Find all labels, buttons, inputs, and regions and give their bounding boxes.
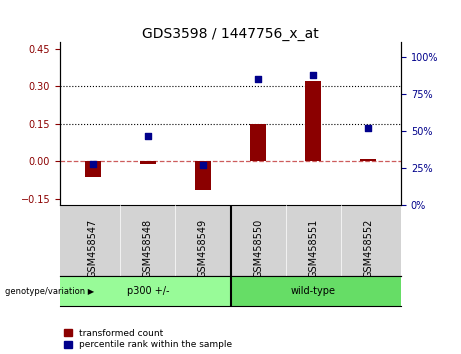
Bar — [230, 276, 401, 306]
Point — [89, 161, 97, 167]
Text: genotype/variation ▶: genotype/variation ▶ — [5, 287, 94, 296]
Point — [254, 77, 262, 82]
Bar — [360, 159, 376, 161]
Legend: transformed count, percentile rank within the sample: transformed count, percentile rank withi… — [65, 329, 232, 349]
Bar — [60, 276, 230, 306]
Text: p300 +/-: p300 +/- — [127, 286, 169, 296]
Bar — [305, 81, 321, 161]
Bar — [85, 161, 101, 177]
Point — [309, 72, 317, 78]
Bar — [140, 161, 156, 164]
Bar — [195, 161, 211, 190]
Text: wild-type: wild-type — [290, 286, 336, 296]
Point — [144, 133, 152, 138]
Point — [199, 162, 207, 168]
Title: GDS3598 / 1447756_x_at: GDS3598 / 1447756_x_at — [142, 28, 319, 41]
Bar — [250, 124, 266, 161]
Point — [364, 126, 372, 131]
